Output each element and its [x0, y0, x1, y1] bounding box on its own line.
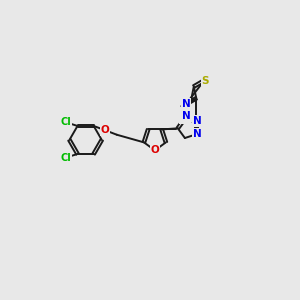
Text: N: N — [193, 129, 202, 139]
Text: N: N — [182, 99, 190, 109]
Text: O: O — [151, 145, 159, 155]
Text: N: N — [193, 116, 201, 126]
Text: N: N — [182, 111, 191, 121]
Text: Cl: Cl — [60, 153, 71, 163]
Text: S: S — [202, 76, 209, 85]
Text: Cl: Cl — [60, 117, 71, 127]
Text: N: N — [180, 113, 189, 123]
Text: O: O — [100, 125, 109, 135]
